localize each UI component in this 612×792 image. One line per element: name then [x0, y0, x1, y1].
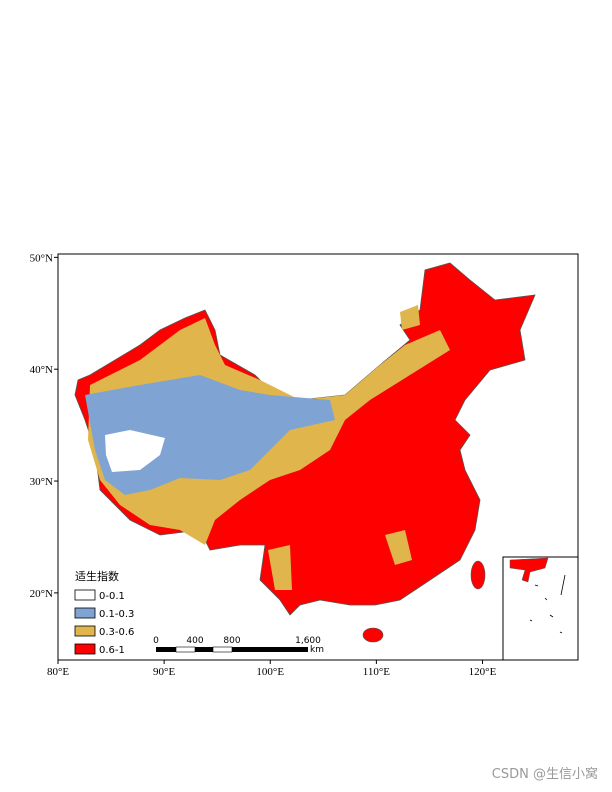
inset-islands [529, 574, 566, 634]
scale-label: 1,600 [295, 636, 321, 646]
region-medium [385, 530, 412, 565]
legend-swatch [74, 589, 96, 601]
legend-swatch [74, 607, 96, 619]
taiwan [470, 560, 486, 590]
legend-swatch [74, 643, 96, 655]
legend-label: 0.6-1 [99, 645, 125, 656]
y-tick-label: 40°N [30, 364, 53, 376]
scale-label: 400 [186, 636, 203, 646]
region-medium [268, 545, 292, 590]
watermark: CSDN @生信小窝 [492, 766, 598, 782]
legend-swatch [74, 625, 96, 637]
legend-title: 适生指数 [75, 569, 119, 583]
y-tick-label: 20°N [30, 588, 53, 600]
legend-label: 0-0.1 [99, 591, 125, 602]
scale-label: 800 [223, 636, 240, 646]
scale-label: 0 [153, 636, 159, 646]
scale-segment [156, 647, 176, 652]
region-medium [400, 305, 420, 330]
scale-segment [195, 647, 213, 652]
scale-segment [212, 646, 233, 653]
inset-coast [509, 557, 549, 583]
y-tick-label: 50°N [30, 252, 53, 264]
scale-segment [175, 646, 196, 653]
x-tick-label: 80°E [47, 666, 69, 678]
region-low [85, 375, 335, 495]
x-tick-label: 110°E [363, 666, 390, 678]
region-none [105, 430, 165, 472]
y-tick-label: 30°N [30, 476, 53, 488]
scale-unit: km [310, 645, 324, 655]
legend-label: 0.3-0.6 [99, 627, 134, 638]
x-tick-label: 100°E [256, 666, 284, 678]
x-tick-label: 120°E [469, 666, 497, 678]
legend-label: 0.1-0.3 [99, 609, 134, 620]
inset-frame [502, 556, 579, 661]
scale-segment [232, 647, 308, 652]
hainan [362, 627, 384, 643]
x-tick-label: 90°E [153, 666, 175, 678]
